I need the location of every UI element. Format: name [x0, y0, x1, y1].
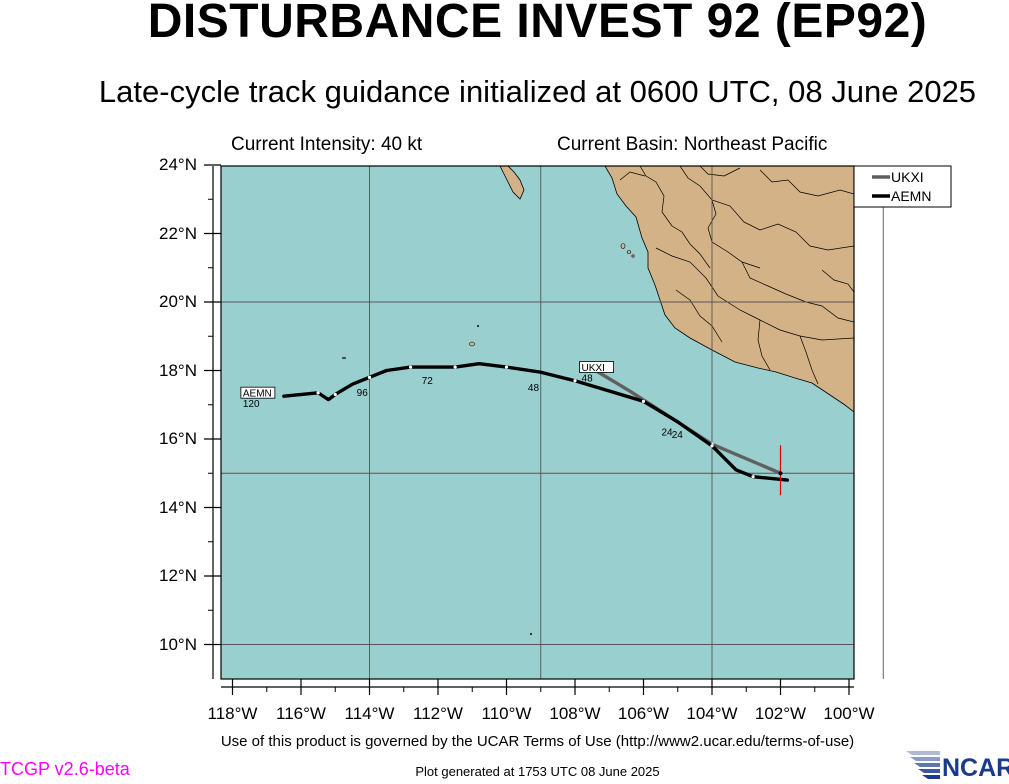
track-point — [504, 365, 509, 369]
legend-box — [853, 165, 952, 208]
track-end-label-box — [579, 361, 614, 373]
map-frame — [220, 165, 855, 680]
forecast-hour-label: 24 — [661, 428, 673, 439]
x-tick-label: 102°W — [754, 704, 807, 723]
track-point — [751, 475, 755, 479]
track-end-label: UKXI — [582, 363, 605, 374]
terms-of-use: Use of this product is governed by the U… — [220, 733, 855, 750]
track-point — [641, 399, 646, 403]
x-tick-label: 100°W — [823, 704, 875, 723]
legend-label: UKXI — [891, 169, 924, 185]
version-label: TCGP v2.6-beta — [0, 759, 130, 779]
forecast-tracks — [282, 361, 790, 496]
y-tick-label: 12°N — [159, 566, 197, 585]
mexico-coastline — [604, 166, 854, 413]
current-basin: Current Basin: Northeast Pacific — [557, 134, 828, 155]
ncar-logo: NCAR — [904, 749, 1009, 784]
y-tick-label: 24°N — [159, 155, 197, 174]
y-tick-label: 16°N — [159, 429, 197, 448]
x-tick-label: 116°W — [276, 704, 326, 723]
x-tick-label: 108°W — [549, 704, 601, 723]
forecast-hour-label: 48 — [528, 383, 540, 394]
x-tick-label: 118°W — [207, 704, 258, 723]
map-subtitle: Late-cycle track guidance initialized at… — [98, 74, 977, 109]
forecast-hour-label: 72 — [422, 376, 434, 387]
track-line-aemn — [282, 361, 790, 482]
y-axis-ticks — [204, 164, 221, 646]
track-point — [573, 379, 577, 383]
track-point — [710, 444, 714, 448]
map-title: DISTURBANCE INVEST 92 (EP92) — [147, 0, 928, 48]
x-axis-ticks — [231, 679, 850, 695]
x-tick-label: 110°W — [481, 704, 532, 723]
y-tick-label: 18°N — [159, 360, 197, 380]
current-intensity: Current Intensity: 40 kt — [231, 134, 423, 155]
state-borders — [619, 166, 854, 385]
forecast-hour-label: 24 — [672, 430, 684, 441]
track-point — [453, 365, 457, 369]
current-position-dot — [778, 471, 783, 476]
y-tick-label: 22°N — [159, 223, 197, 243]
generated-timestamp: Plot generated at 1753 UTC 08 June 2025 — [415, 764, 660, 779]
forecast-hour-label: 96 — [357, 388, 369, 399]
track-end-label-box — [240, 386, 276, 399]
x-tick-label: 114°W — [344, 704, 395, 723]
track-end-hour: 120 — [243, 399, 260, 410]
track-point — [409, 365, 413, 369]
track-point — [333, 392, 337, 397]
y-tick-label: 14°N — [159, 497, 197, 517]
track-end-label: AEMN — [243, 389, 272, 400]
track-point — [367, 375, 372, 379]
islands — [342, 243, 635, 636]
baja-california-tip — [499, 166, 525, 200]
ncar-logo-text: NCAR — [942, 754, 1009, 779]
y-tick-label: 20°N — [159, 292, 197, 311]
legend: UKXI AEMN — [853, 165, 952, 208]
track-point — [316, 391, 320, 395]
x-tick-label: 104°W — [686, 704, 738, 723]
x-tick-label: 112°W — [413, 704, 463, 723]
x-tick-label: 106°W — [617, 704, 670, 723]
legend-label: AEMN — [891, 188, 931, 204]
y-tick-label: 10°N — [159, 634, 197, 654]
track-end-hour: 48 — [582, 374, 594, 385]
